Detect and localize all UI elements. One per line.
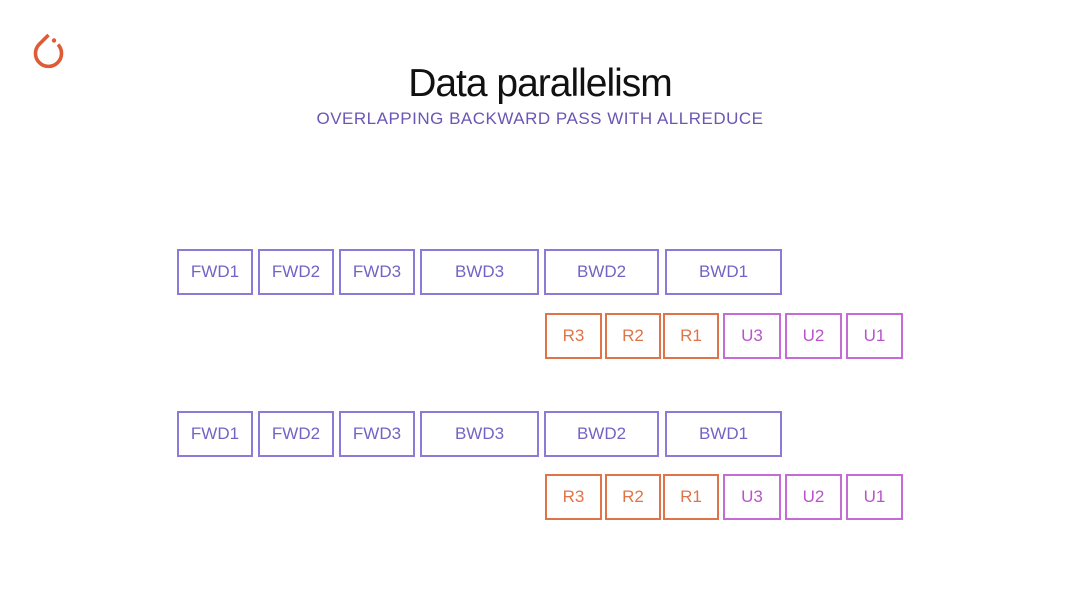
step-box-u3: U3 bbox=[723, 313, 781, 359]
step-box-bwd2: BWD2 bbox=[544, 249, 659, 295]
step-box-u2: U2 bbox=[785, 474, 842, 520]
step-box-r2: R2 bbox=[605, 474, 661, 520]
step-box-u1: U1 bbox=[846, 474, 903, 520]
slide-subtitle: OVERLAPPING BACKWARD PASS WITH ALLREDUCE bbox=[316, 109, 764, 128]
pytorch-logo-icon bbox=[33, 33, 64, 69]
step-box-fwd2: FWD2 bbox=[258, 249, 334, 295]
step-box-bwd3: BWD3 bbox=[420, 249, 539, 295]
step-box-r3: R3 bbox=[545, 313, 602, 359]
step-box-bwd1: BWD1 bbox=[665, 249, 782, 295]
step-box-r1: R1 bbox=[663, 474, 719, 520]
step-box-bwd1: BWD1 bbox=[665, 411, 782, 457]
step-box-fwd2: FWD2 bbox=[258, 411, 334, 457]
step-box-fwd1: FWD1 bbox=[177, 249, 253, 295]
step-box-u1: U1 bbox=[846, 313, 903, 359]
step-box-u3: U3 bbox=[723, 474, 781, 520]
step-box-bwd2: BWD2 bbox=[544, 411, 659, 457]
step-box-fwd3: FWD3 bbox=[339, 411, 415, 457]
step-box-r1: R1 bbox=[663, 313, 719, 359]
step-box-r3: R3 bbox=[545, 474, 602, 520]
slide-title: Data parallelism bbox=[408, 62, 673, 105]
step-box-fwd3: FWD3 bbox=[339, 249, 415, 295]
step-box-fwd1: FWD1 bbox=[177, 411, 253, 457]
step-box-bwd3: BWD3 bbox=[420, 411, 539, 457]
step-box-r2: R2 bbox=[605, 313, 661, 359]
step-box-u2: U2 bbox=[785, 313, 842, 359]
